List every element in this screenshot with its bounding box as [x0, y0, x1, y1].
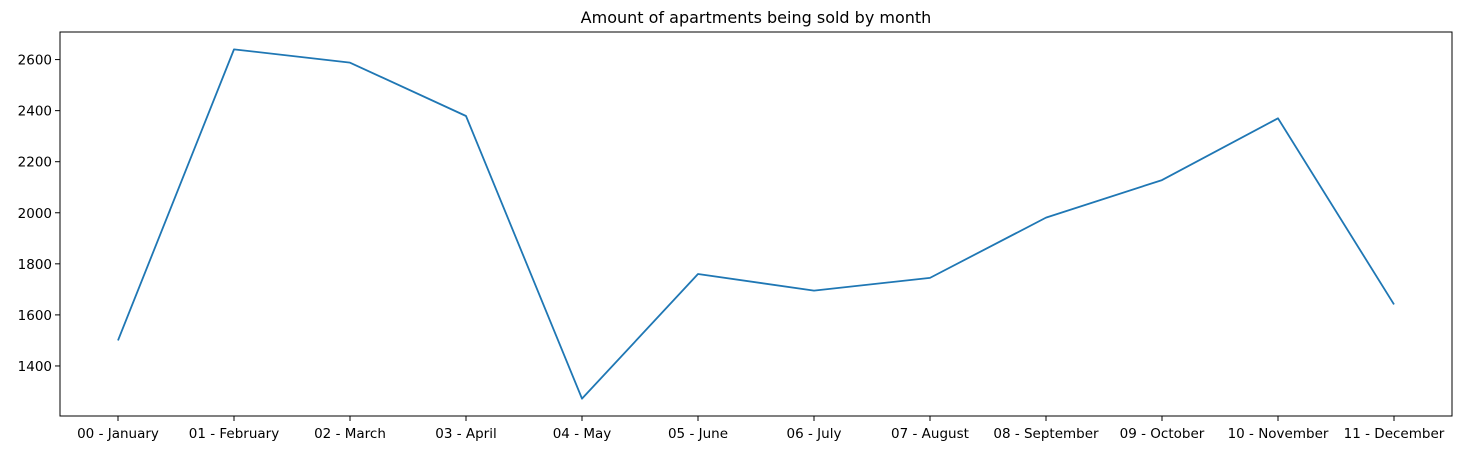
axes — [59, 31, 1453, 417]
x-tick-label: 06 - July — [787, 426, 842, 442]
y-tick-label: 1400 — [18, 359, 52, 375]
y-tick-label: 2200 — [18, 155, 52, 171]
plot-frame — [59, 31, 1453, 417]
y-tick-label: 2400 — [18, 104, 52, 120]
chart-title: Amount of apartments being sold by month — [581, 8, 932, 27]
x-tick-label: 02 - March — [314, 426, 386, 442]
x-tick-label: 07 - August — [891, 426, 969, 442]
y-tick-label: 2000 — [18, 206, 52, 222]
x-tick-label: 00 - January — [77, 426, 159, 442]
x-tick-label: 04 - May — [553, 426, 612, 442]
y-tick-label: 2600 — [18, 53, 52, 69]
x-tick-label: 03 - April — [435, 426, 497, 442]
x-tick-label: 11 - December — [1344, 426, 1445, 442]
x-tick-label: 09 - October — [1120, 426, 1205, 442]
y-axis-ticks: 1400 1600 1800 2000 2200 2400 2600 — [18, 53, 60, 375]
series-group — [117, 48, 1395, 400]
y-tick-label: 1800 — [18, 257, 52, 273]
x-tick-label: 08 - September — [993, 426, 1099, 442]
x-tick-label: 01 - February — [189, 426, 279, 442]
series-line — [117, 48, 1395, 400]
x-tick-label: 10 - November — [1228, 426, 1329, 442]
x-axis-ticks: 00 - January 01 - February 02 - March 03 - … — [77, 416, 1445, 442]
x-tick-label: 05 - June — [668, 426, 728, 442]
y-tick-label: 1600 — [18, 308, 52, 324]
